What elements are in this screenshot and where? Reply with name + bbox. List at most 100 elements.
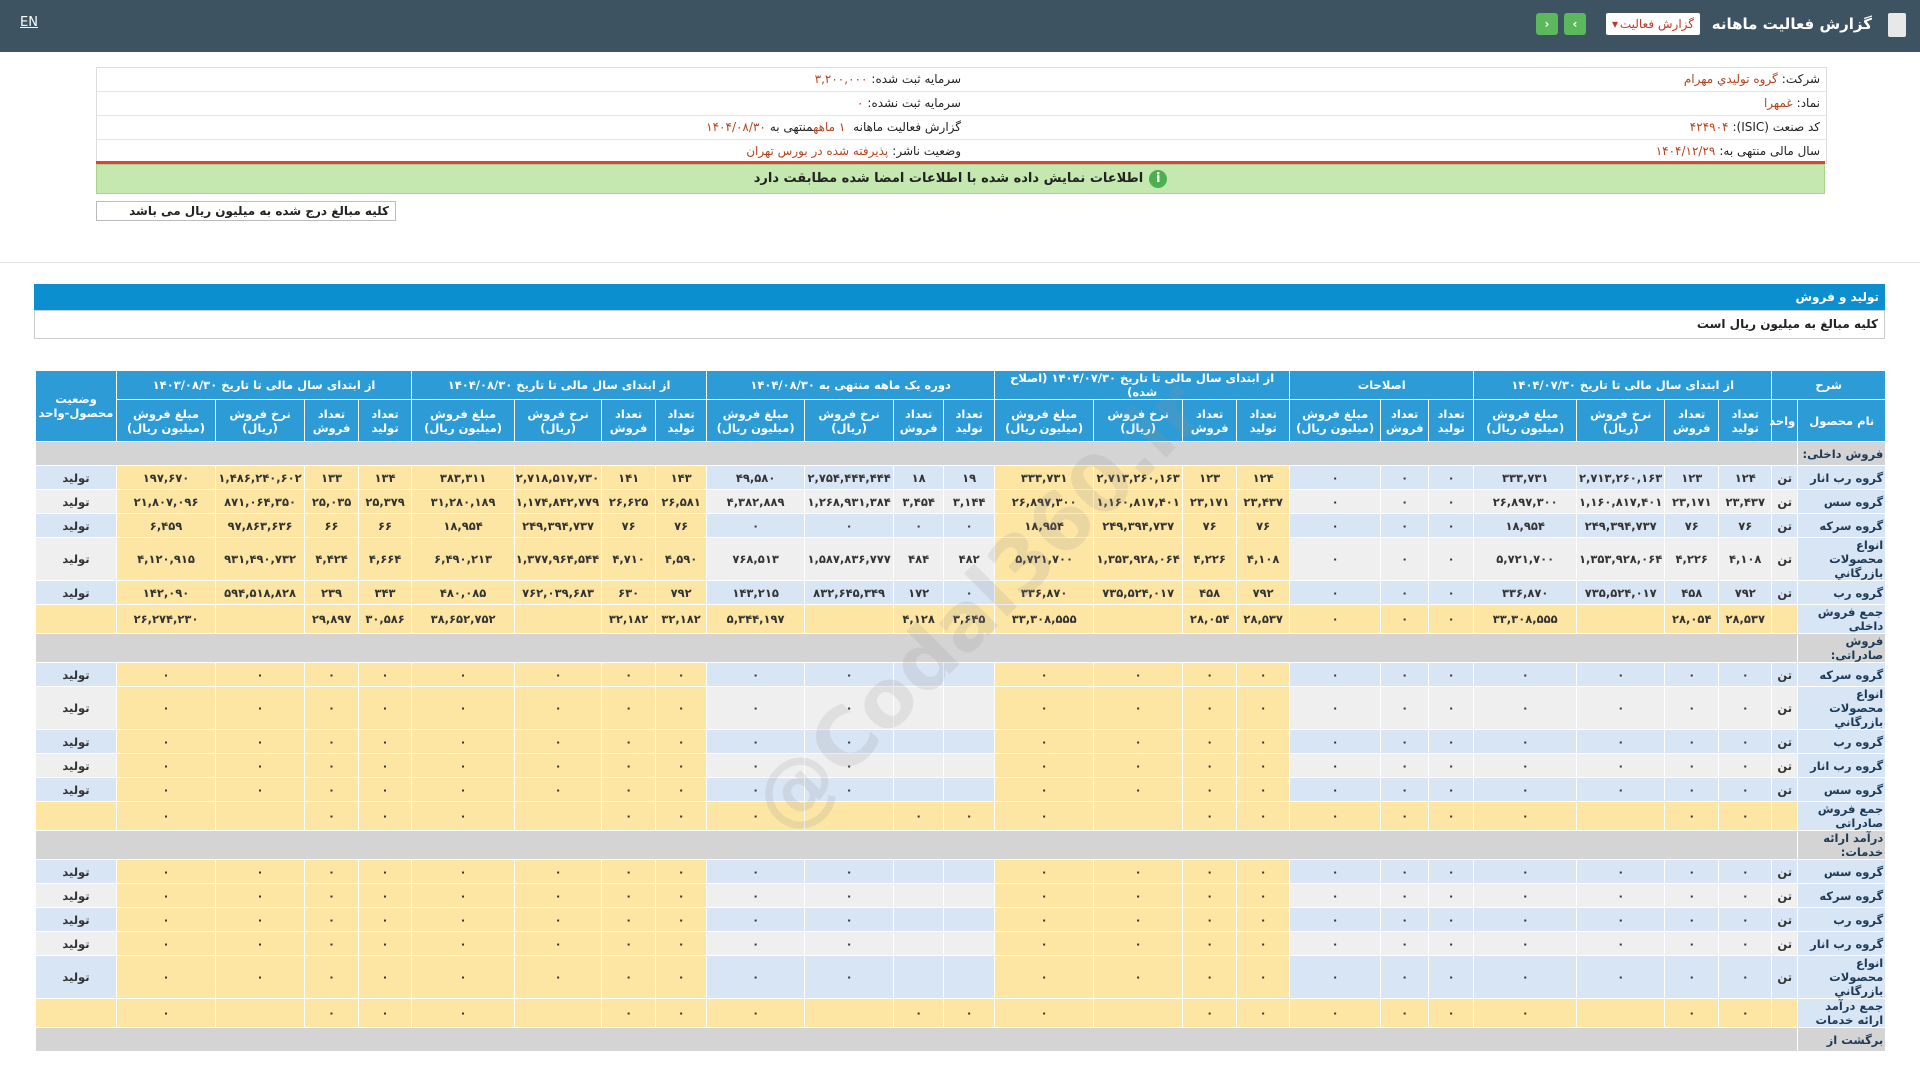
cell: ۰: [1380, 465, 1430, 490]
section-fill: [34, 1027, 1799, 1052]
cell: ۰: [1289, 955, 1382, 999]
cell: [514, 604, 603, 634]
cell: ۰: [943, 801, 996, 831]
cell: ۰: [1182, 729, 1238, 754]
cell: ۰: [358, 907, 413, 932]
cell: ۰: [601, 729, 657, 754]
cell: ۰: [1428, 513, 1475, 538]
cell: ۰: [1380, 489, 1430, 514]
status: تولید: [35, 859, 117, 884]
cell: ۰: [1289, 604, 1382, 634]
status: تولید: [35, 465, 117, 490]
top-bar: گزارش فعالیت ماهانه گزارش فعالیت › ‹ EN: [0, 0, 1920, 52]
next-button[interactable]: ›: [1564, 13, 1586, 35]
cell: ۰: [215, 931, 306, 956]
status: تولید: [35, 662, 117, 687]
cell: ۸۷۱,۰۶۴,۳۵۰: [215, 489, 306, 514]
cell: ۲۶,۵۸۱: [655, 489, 708, 514]
cell: ۲۸,۵۳۷: [1236, 604, 1291, 634]
prev-button[interactable]: ‹: [1536, 13, 1558, 35]
unit: تن: [1771, 883, 1799, 908]
cell: ۲۶,۶۲۵: [601, 489, 657, 514]
cell: ۳۳,۳۰۸,۵۵۵: [1473, 604, 1578, 634]
unit: [1771, 604, 1799, 634]
cell: ۳,۴۵۴: [893, 489, 945, 514]
column-header: نرخ فروش (ریال): [804, 399, 895, 442]
cell: ۰: [411, 883, 516, 908]
cell: ۰: [804, 513, 895, 538]
section-label: فروش داخلی:: [1797, 441, 1887, 466]
cell: ۰: [1576, 931, 1666, 956]
info-label: نماد:: [1796, 96, 1820, 110]
cell: ۰: [655, 729, 708, 754]
cell: ۰: [655, 998, 708, 1028]
cell: [215, 801, 306, 831]
cell: ۰: [1380, 859, 1430, 884]
cell: ۰: [1664, 753, 1720, 778]
cell: ۰: [304, 907, 360, 932]
cell: ۰: [358, 859, 413, 884]
data-row: گروه سس تن ۰ ۰ ۰ ۰ ۰ ۰ ۰ ۰ ۰ ۰ ۰ ۰ ۰ ۰ ۰ ۰ ۰ ۰ ۰ ۰ ۰ تولید: [35, 859, 1887, 884]
cell: ۰: [215, 859, 306, 884]
cell: ۲۳,۴۳۷: [1236, 489, 1291, 514]
cell: ۰: [601, 955, 657, 999]
cell: ۰: [1428, 729, 1475, 754]
cell: ۰: [215, 955, 306, 999]
cell: [1093, 998, 1184, 1028]
cell: ۳۸,۶۵۲,۷۵۲: [411, 604, 516, 634]
cell: ۵,۷۲۱,۷۰۰: [994, 537, 1095, 581]
cell: ۳۲,۱۸۲: [655, 604, 708, 634]
cell: ۰: [1576, 777, 1666, 802]
cell: ۴۵۸: [1182, 580, 1238, 605]
cell: ۰: [1182, 955, 1238, 999]
cell: ۱,۱۶۰,۸۱۷,۴۰۱: [1576, 489, 1666, 514]
cell: ۰: [1289, 753, 1382, 778]
column-header: مبلغ فروش (میلیون ریال): [411, 399, 516, 442]
info-row: شرکت:گروه توليدي مهرام سرمایه ثبت شده:۳,…: [97, 68, 1826, 92]
status: [35, 604, 117, 634]
cell: ۰: [1289, 801, 1382, 831]
cell: ۷۳۵,۵۲۴,۰۱۷: [1093, 580, 1184, 605]
cell: ۹۷,۸۶۳,۶۳۶: [215, 513, 306, 538]
unit: تن: [1771, 537, 1799, 581]
cell: ۰: [1289, 662, 1382, 687]
status: تولید: [35, 777, 117, 802]
report-select[interactable]: گزارش فعالیت: [1606, 13, 1700, 35]
product-name: گروه سرکه: [1797, 513, 1887, 538]
cell: ۳۳۳,۷۳۱: [1473, 465, 1578, 490]
cell: ۰: [1093, 729, 1184, 754]
cell: ۰: [1664, 662, 1720, 687]
group-header: اصلاحات: [1289, 370, 1475, 400]
cell: ۰: [304, 801, 360, 831]
cell: ۰: [411, 686, 516, 730]
cell: ۷۶: [1182, 513, 1238, 538]
cell: ۲۴۹,۳۹۴,۷۳۷: [1576, 513, 1666, 538]
cell: ۰: [304, 955, 360, 999]
cell: ۰: [804, 907, 895, 932]
status-header: وضعیت محصول-واحد: [35, 370, 117, 442]
status: تولید: [35, 489, 117, 514]
data-row: گروه سرکه تن ۰ ۰ ۰ ۰ ۰ ۰ ۰ ۰ ۰ ۰ ۰ ۰ ۰ ۰ ۰ ۰ ۰ ۰ ۰ ۰ ۰ تولید: [35, 662, 1887, 687]
cell: ۰: [1289, 580, 1382, 605]
cell: ۰: [514, 686, 603, 730]
cell: [1093, 604, 1184, 634]
cell: ۷۶: [1664, 513, 1720, 538]
cell: ۰: [1428, 662, 1475, 687]
cell: [893, 931, 945, 956]
cell: ۰: [115, 907, 217, 932]
language-link[interactable]: EN: [20, 15, 38, 30]
cell: ۲,۷۵۴,۴۴۴,۴۴۴: [804, 465, 895, 490]
cell: ۱,۵۸۷,۸۳۶,۷۷۷: [804, 537, 895, 581]
cell: ۰: [994, 801, 1095, 831]
cell: ۰: [215, 777, 306, 802]
cell: [1576, 801, 1666, 831]
unit: تن: [1771, 777, 1799, 802]
product-name: گروه رب: [1797, 729, 1887, 754]
cell: ۰: [1236, 777, 1291, 802]
cell: ۱۲۴: [1236, 465, 1291, 490]
product-name: گروه رب انار: [1797, 931, 1887, 956]
cell: ۰: [1380, 753, 1430, 778]
cell: ۰: [1182, 931, 1238, 956]
cell: ۰: [1428, 580, 1475, 605]
cell: ۰: [1473, 859, 1578, 884]
